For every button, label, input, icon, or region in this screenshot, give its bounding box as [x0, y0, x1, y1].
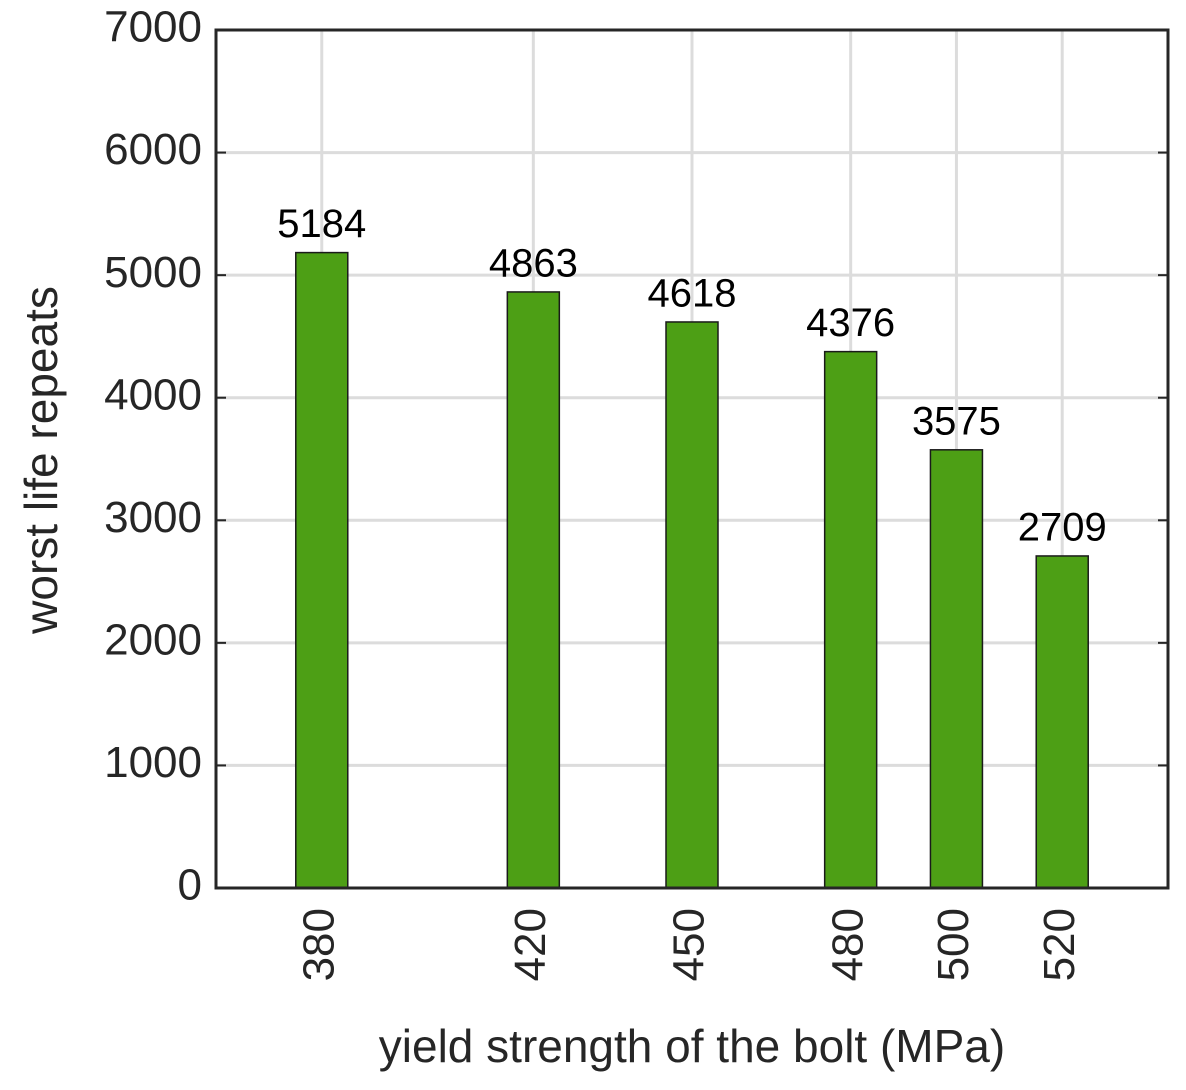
- x-tick-label: 500: [929, 908, 978, 981]
- plot-frame: [214, 28, 1170, 890]
- data-label: 4618: [648, 272, 737, 316]
- bar: [823, 350, 878, 889]
- y-tick-label: 4000: [104, 370, 202, 419]
- data-label: 5184: [277, 202, 366, 246]
- y-tick-label: 0: [178, 861, 202, 910]
- y-axis-label: worst life repeats: [15, 286, 67, 635]
- y-tick-label: 1000: [104, 738, 202, 787]
- y-tick-label: 6000: [104, 125, 202, 174]
- x-tick-label: 520: [1035, 908, 1084, 981]
- x-tick-label: 480: [823, 908, 872, 981]
- data-label: 3575: [912, 399, 1001, 443]
- x-tick-label: 450: [665, 908, 714, 981]
- y-tick-label: 5000: [104, 248, 202, 297]
- bar: [665, 321, 719, 889]
- bar: [506, 291, 561, 889]
- bar: [929, 449, 984, 889]
- x-tick-label: 420: [506, 908, 555, 981]
- x-axis-label: yield strength of the bolt (MPa): [379, 1020, 1005, 1072]
- data-label: 4863: [489, 241, 578, 285]
- data-label: 4376: [806, 301, 895, 345]
- y-tick-label: 3000: [104, 493, 202, 542]
- data-label: 2709: [1018, 506, 1107, 550]
- y-tick-label: 2000: [104, 615, 202, 664]
- x-tick-label: 380: [294, 908, 343, 981]
- y-tick-label: 7000: [104, 3, 202, 52]
- bar: [295, 251, 349, 889]
- bar: [1035, 555, 1089, 889]
